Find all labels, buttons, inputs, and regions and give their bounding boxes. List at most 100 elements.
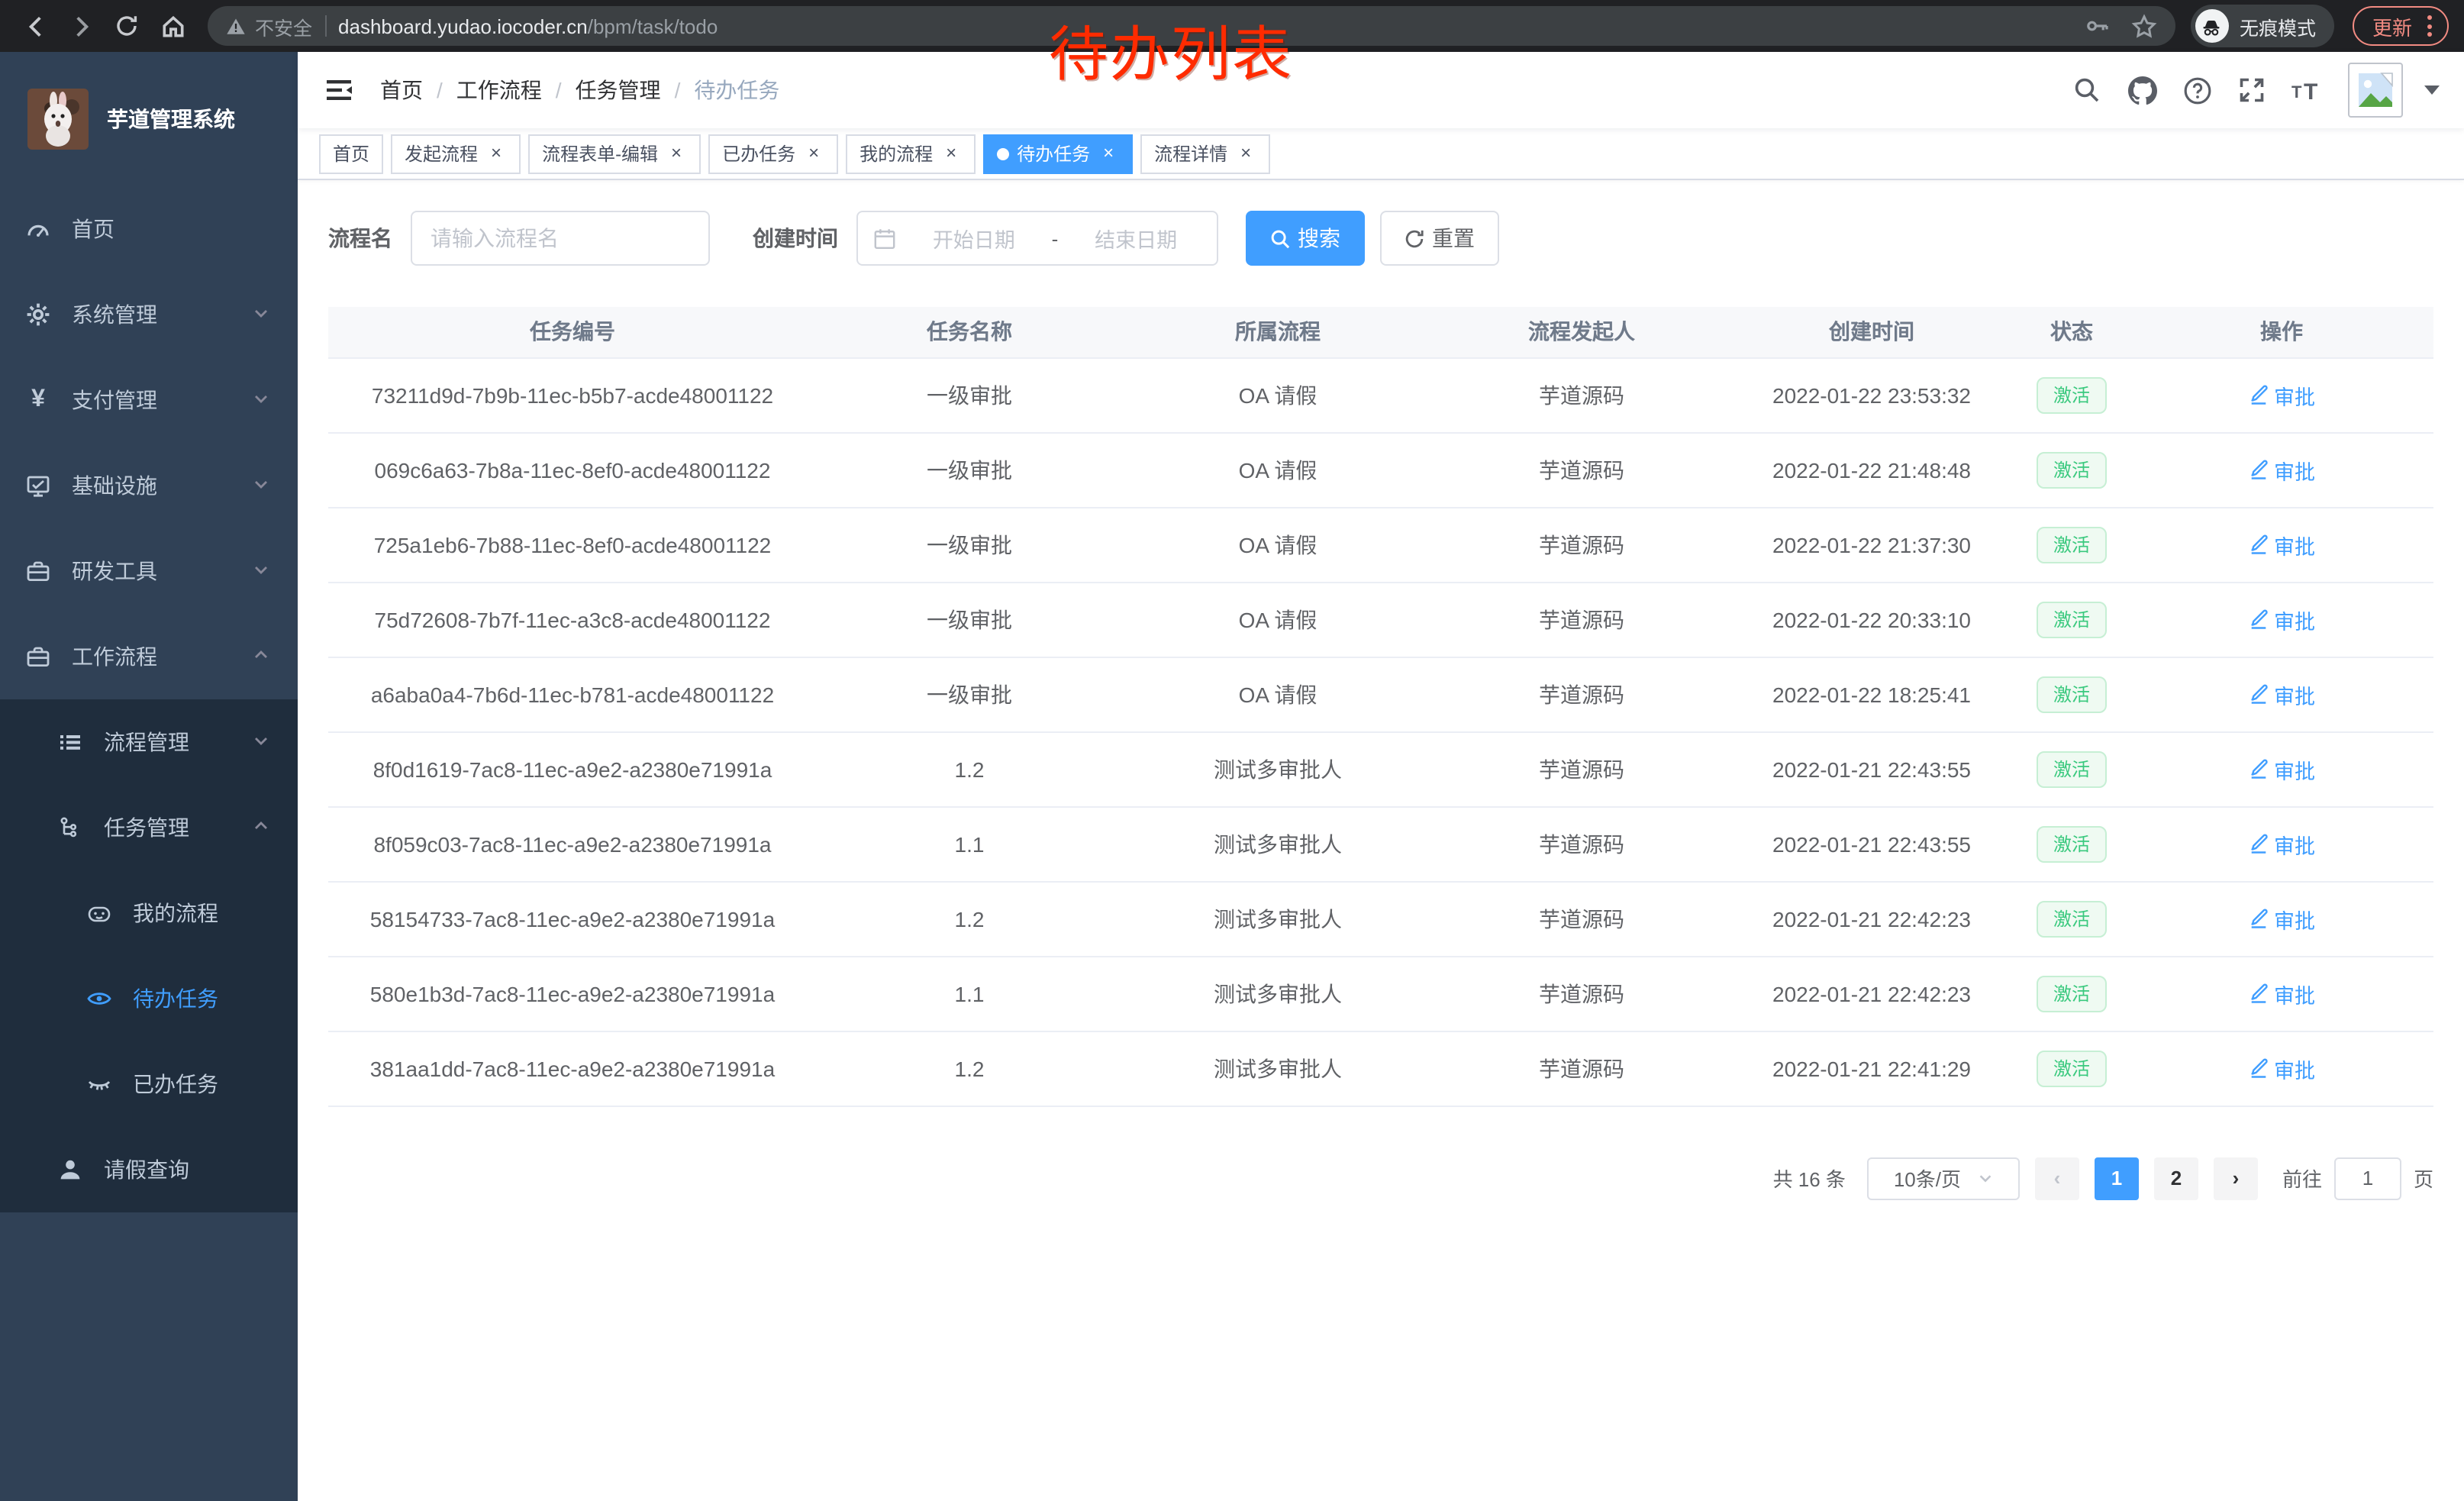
sidebar-item-system[interactable]: 系统管理 [0,272,298,357]
sidebar-item-workflow[interactable]: 工作流程 [0,614,298,699]
cell-task-name: 一级审批 [817,357,1122,433]
tab-process-detail[interactable]: 流程详情 × [1140,134,1271,173]
date-range-input[interactable]: 开始日期 - 结束日期 [856,211,1218,266]
tab-done-tasks[interactable]: 已办任务 × [708,134,839,173]
search-button[interactable]: 搜索 [1246,211,1365,266]
sidebar-item-infra[interactable]: 基础设施 [0,443,298,528]
home-icon[interactable] [153,6,192,46]
back-icon[interactable] [15,6,55,46]
table-row: 73211d9d-7b9b-11ec-b5b7-acde48001122 一级审… [328,357,2433,433]
sidebar-item-task-mgmt[interactable]: 任务管理 [0,785,298,870]
reload-icon[interactable] [107,6,147,46]
sidebar-item-my-process[interactable]: 我的流程 [0,870,298,956]
close-icon[interactable]: × [1103,141,1114,163]
cell-task-name: 一级审批 [817,507,1122,583]
prev-page-button[interactable]: ‹ [2034,1157,2079,1199]
yen-icon: ¥ [31,386,45,412]
col-task-id: 任务编号 [328,307,817,358]
breadcrumb-task-mgmt[interactable]: 任务管理 [575,78,661,102]
browser-menu-icon[interactable] [2424,15,2435,37]
cell-starter: 芋道源码 [1434,657,1730,732]
app-title: 芋道管理系统 [107,107,235,131]
close-icon[interactable]: × [946,141,957,163]
sidebar-item-leave-query[interactable]: 请假查询 [0,1127,298,1212]
table-row: 381aa1dd-7ac8-11ec-a9e2-a2380e71991a 1.2… [328,1031,2433,1106]
approve-link[interactable]: 审批 [2248,529,2315,560]
table-row: 8f0d1619-7ac8-11ec-a9e2-a2380e71991a 1.2… [328,731,2433,807]
breadcrumb-workflow[interactable]: 工作流程 [456,78,542,102]
url-bar[interactable]: 不安全 dashboard.yudao.iocoder.cn/bpm/task/… [208,6,2175,46]
cell-task-id: 580e1b3d-7ac8-11ec-a9e2-a2380e71991a [328,956,817,1031]
sidebar-item-payment[interactable]: ¥ 支付管理 [0,357,298,443]
breadcrumb-home[interactable]: 首页 [380,78,423,102]
close-icon[interactable]: × [1240,141,1252,163]
tab-form-edit[interactable]: 流程表单-编辑 × [528,134,701,173]
forward-icon[interactable] [61,6,101,46]
sidebar-item-devtools[interactable]: 研发工具 [0,528,298,614]
reset-button[interactable]: 重置 [1380,211,1499,266]
edit-icon [2250,609,2267,629]
sidebar-item-process-mgmt[interactable]: 流程管理 [0,699,298,785]
approve-link[interactable]: 审批 [2248,903,2315,934]
approve-link[interactable]: 审批 [2248,454,2315,485]
status-badge: 激活 [2036,601,2107,638]
url-text[interactable]: dashboard.yudao.iocoder.cn/bpm/task/todo [338,15,718,37]
search-icon[interactable] [2064,64,2110,116]
close-icon[interactable]: × [808,141,820,163]
help-icon[interactable] [2174,64,2220,116]
edit-icon [2250,909,2267,928]
toolbox-icon [26,559,50,583]
status-badge: 激活 [2036,526,2107,563]
table-row: 75d72608-7b7f-11ec-a3c8-acde48001122 一级审… [328,582,2433,657]
tasks-table: 任务编号 任务名称 所属流程 流程发起人 创建时间 状态 操作 73211d9d… [328,307,2433,1106]
approve-link[interactable]: 审批 [2248,1053,2315,1083]
sidebar: 芋道管理系统 首页 系统管理 ¥ 支付管理 基础设施 [0,52,298,1501]
status-badge: 激活 [2036,451,2107,488]
approve-link[interactable]: 审批 [2248,978,2315,1009]
sidebar-item-home[interactable]: 首页 [0,186,298,272]
process-name-input[interactable] [431,226,690,250]
avatar[interactable] [2348,63,2403,118]
col-actions: 操作 [2130,307,2433,358]
close-icon[interactable]: × [671,141,682,163]
tab-my-process[interactable]: 我的流程 × [846,134,976,173]
tab-start-process[interactable]: 发起流程 × [391,134,521,173]
caret-down-icon[interactable] [2424,76,2440,104]
github-icon[interactable] [2119,64,2165,116]
goto-page-input[interactable] [2333,1157,2401,1199]
sidebar-item-todo-tasks[interactable]: 待办任务 [0,956,298,1041]
sidebar-collapse-icon[interactable] [322,73,356,107]
approve-link[interactable]: 审批 [2248,379,2315,410]
approve-link[interactable]: 审批 [2248,679,2315,709]
refresh-icon [1405,229,1424,247]
chevron-down-icon [252,559,270,583]
bookmark-star-icon[interactable] [2131,13,2157,39]
toolbox-icon [26,644,50,669]
approve-link[interactable]: 审批 [2248,604,2315,634]
page-button-2[interactable]: 2 [2153,1157,2198,1199]
tab-todo-tasks[interactable]: 待办任务 × [983,134,1134,173]
eye-closed-icon [87,1072,111,1096]
cell-starter: 芋道源码 [1434,1031,1730,1106]
fullscreen-icon[interactable] [2229,64,2275,116]
approve-link[interactable]: 审批 [2248,828,2315,859]
security-warning[interactable]: 不安全 [226,11,312,40]
tab-home[interactable]: 首页 [319,134,384,173]
incognito-badge: 无痕模式 [2190,5,2334,47]
page-size-select[interactable]: 10条/页 [1866,1157,2020,1199]
page-button-1[interactable]: 1 [2094,1157,2139,1199]
next-page-button[interactable]: › [2213,1157,2258,1199]
cell-process: 测试多审批人 [1122,806,1434,882]
approve-link[interactable]: 审批 [2248,754,2315,784]
password-key-icon[interactable] [2085,14,2110,38]
cell-process: 测试多审批人 [1122,1031,1434,1106]
close-icon[interactable]: × [491,141,502,163]
cell-process: OA 请假 [1122,657,1434,732]
cell-task-id: a6aba0a4-7b6d-11ec-b781-acde48001122 [328,657,817,732]
cell-starter: 芋道源码 [1434,956,1730,1031]
range-separator: - [1051,227,1059,250]
update-button[interactable]: 更新 [2352,6,2449,46]
cell-create-time: 2022-01-22 20:33:10 [1730,582,2014,657]
sidebar-item-done-tasks[interactable]: 已办任务 [0,1041,298,1127]
